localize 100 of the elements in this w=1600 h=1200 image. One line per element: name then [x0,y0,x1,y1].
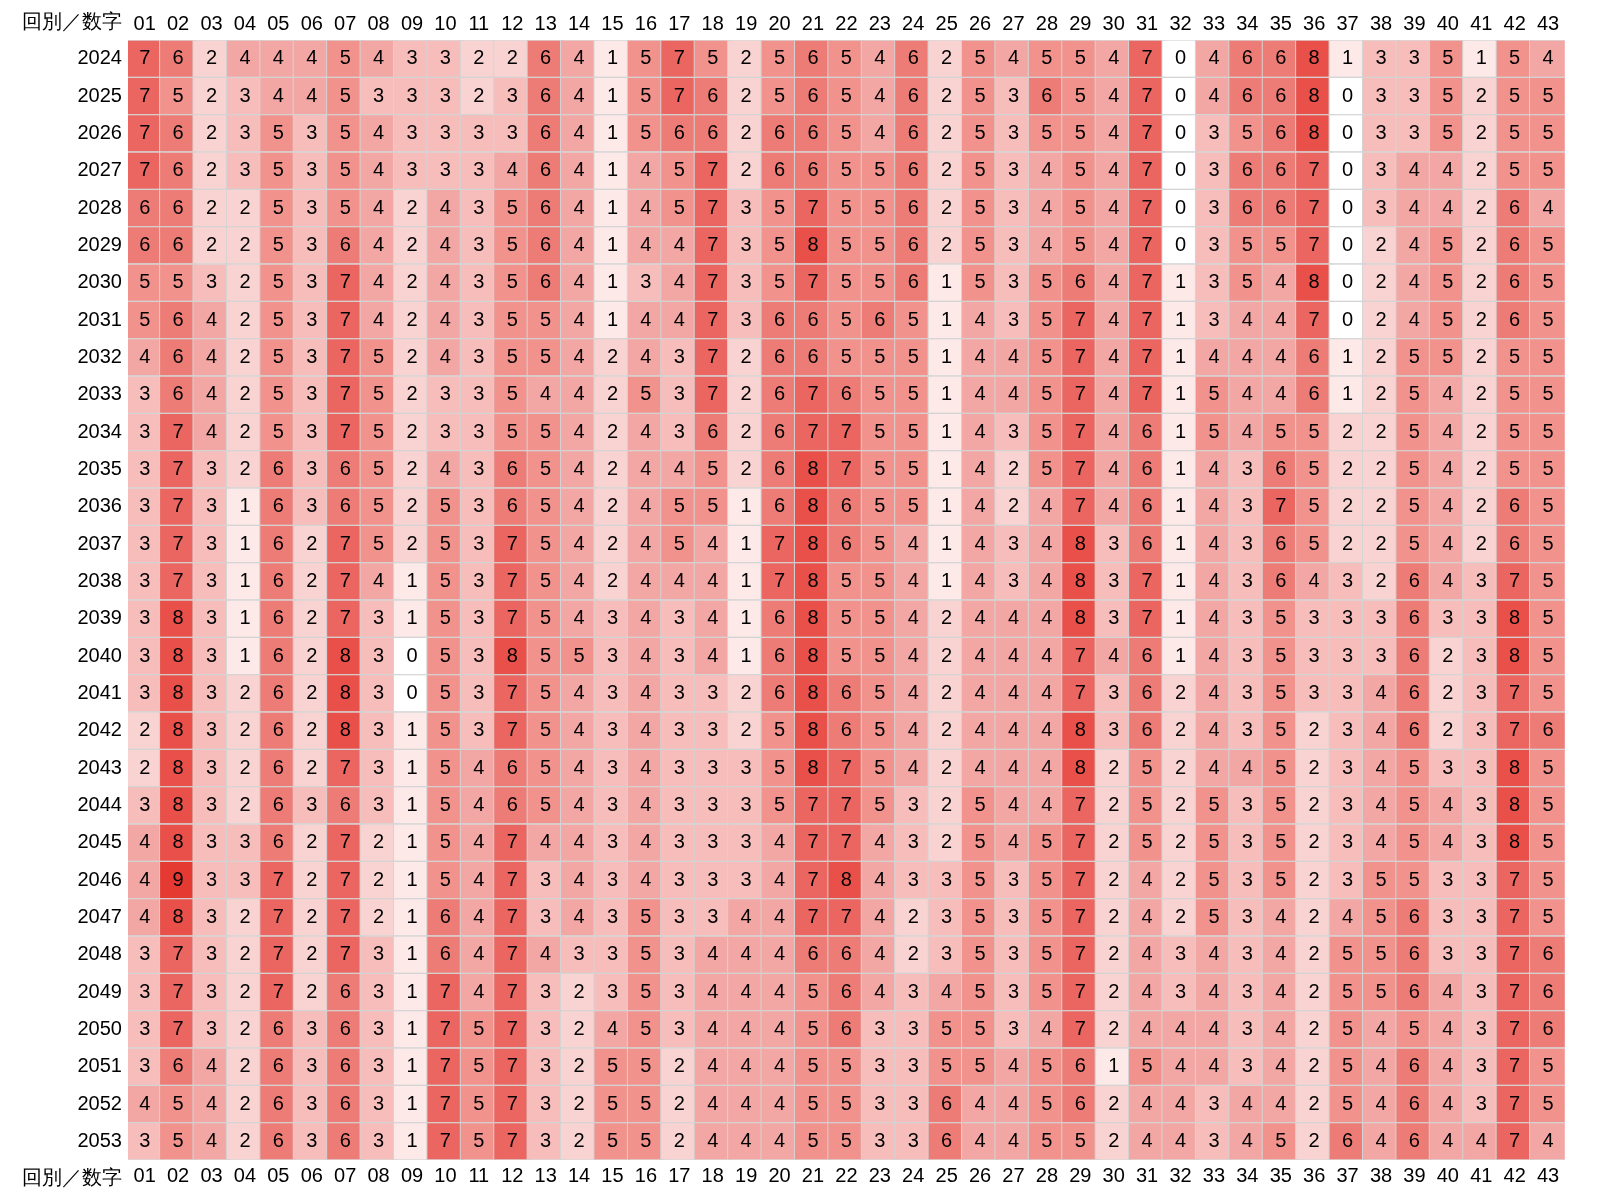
data-label: 2 [306,680,318,703]
x-tick-label: 19 [735,11,758,34]
data-label: 3 [707,867,719,890]
data-label: 5 [707,456,719,479]
data-label: 5 [640,1054,652,1077]
data-label: 5 [874,792,886,815]
data-label: 7 [840,755,852,778]
data-label: 4 [205,1091,218,1114]
data-label: 1 [941,344,953,367]
data-label: 5 [506,382,518,405]
data-label: 2 [573,1091,585,1114]
data-label: 2 [740,382,752,405]
data-label: 5 [506,344,518,367]
data-label: 5 [1509,83,1521,106]
y-tick-label: 2036 [77,494,122,517]
data-label: 7 [1509,1016,1521,1039]
data-label: 5 [941,1016,953,1039]
data-label: 2 [573,1054,585,1077]
data-label: 5 [272,232,284,255]
data-label: 6 [1408,718,1420,741]
data-label: 4 [1375,718,1387,741]
x-tick-label: 12 [501,11,524,34]
data-label: 5 [1041,419,1053,442]
data-label: 4 [1108,120,1120,143]
data-label: 4 [473,792,485,815]
data-label: 4 [573,867,585,890]
data-label: 7 [1509,718,1521,741]
data-label: 3 [439,382,451,405]
data-label: 5 [673,531,685,554]
data-label: 3 [139,568,151,591]
data-label: 4 [373,195,385,218]
data-label: 6 [1141,456,1153,479]
data-label: 3 [306,120,318,143]
data-label: 3 [673,344,685,367]
x-tick-label: 39 [1403,11,1426,34]
data-label: 5 [1542,1091,1554,1114]
data-label: 7 [506,606,518,629]
data-label: 4 [1041,1016,1053,1039]
data-label: 4 [272,46,284,69]
data-label: 8 [1074,531,1086,554]
data-label: 4 [874,867,886,890]
data-label: 3 [139,1016,151,1039]
y-tick-label: 2051 [77,1054,122,1077]
data-label: 4 [740,942,752,965]
data-label: 2 [1174,904,1187,927]
data-label: 0 [1174,158,1187,181]
data-label: 7 [139,158,151,181]
data-label: 3 [1007,867,1020,890]
data-label: 4 [473,755,485,778]
data-label: 5 [974,1016,986,1039]
y-tick-label: 2033 [77,382,122,405]
category-label: 16 [634,1163,658,1186]
data-label: 7 [1509,867,1521,890]
data-label: 4 [974,531,986,554]
x-tick-label: 41 [1470,11,1493,34]
data-label: 7 [1275,494,1287,517]
data-label: 5 [774,195,786,218]
data-label: 2 [239,270,251,293]
data-label: 4 [1041,606,1053,629]
data-label: 5 [874,344,886,367]
data-label: 5 [974,46,986,69]
data-label: 5 [1408,456,1420,479]
data-label: 3 [306,792,318,815]
data-label: 5 [1542,531,1554,554]
data-label: 5 [1542,232,1554,255]
y-tick-label: 2035 [77,456,122,479]
data-label: 3 [205,792,218,815]
data-label: 4 [1442,158,1454,181]
data-label: 3 [306,195,318,218]
data-label: 3 [540,904,552,927]
data-label: 7 [1308,307,1320,330]
data-label: 2 [1308,1128,1320,1151]
data-label: 4 [373,568,385,591]
data-label: 4 [974,680,986,703]
data-label: 1 [740,643,752,666]
data-label: 5 [439,755,451,778]
data-label: 4 [1442,419,1454,442]
data-label: 4 [1108,344,1120,367]
x-tick-label: 15 [601,11,624,34]
data-label: 3 [740,232,752,255]
data-label: 1 [740,606,752,629]
data-label: 4 [1542,46,1554,69]
data-label: 2 [1375,568,1387,591]
data-label: 7 [339,307,351,330]
data-label: 1 [406,718,418,741]
data-label: 6 [139,195,151,218]
data-label: 5 [974,158,986,181]
data-label: 5 [172,1128,184,1151]
data-label: 2 [673,1054,685,1077]
data-label: 7 [1074,979,1086,1002]
data-label: 4 [640,643,652,666]
data-label: 5 [840,307,852,330]
data-label: 6 [1275,531,1287,554]
data-label: 6 [707,419,719,442]
y-tick-label: 2047 [77,904,122,927]
data-label: 7 [807,830,819,853]
data-label: 7 [439,979,451,1002]
data-label: 4 [1408,270,1420,293]
data-label: 4 [1041,158,1053,181]
data-label: 5 [1542,270,1554,293]
